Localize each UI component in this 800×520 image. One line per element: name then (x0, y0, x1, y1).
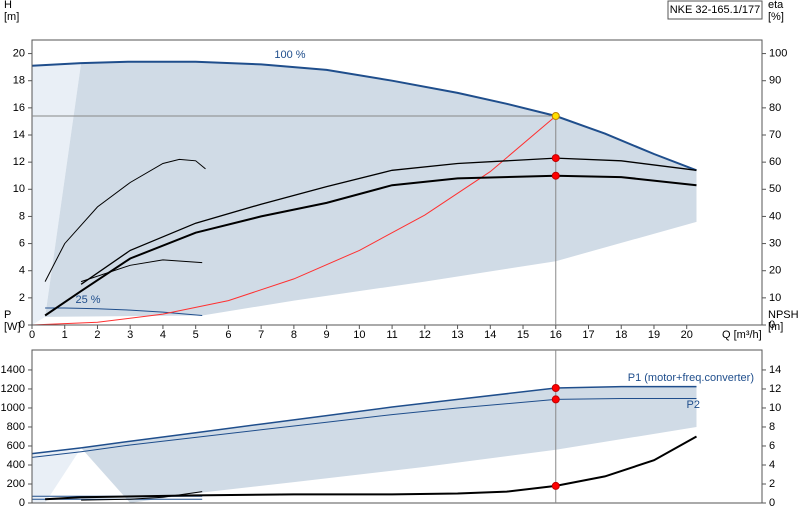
y2-tick-label: 30 (769, 237, 781, 249)
y-tick-label: 12 (13, 156, 25, 168)
x-tick-label: 3 (127, 329, 133, 341)
curve (44, 158, 206, 282)
y2-tick-label: 40 (769, 210, 781, 222)
y2-tick-label: 10 (769, 292, 781, 304)
y2-tick-label: 2 (769, 478, 775, 490)
x-tick-label: 20 (681, 329, 693, 341)
curve (44, 174, 697, 317)
y2-tick-label: 60 (769, 156, 781, 168)
operating-range (81, 386, 697, 503)
curve (80, 157, 697, 285)
y-tick-label: 2 (19, 292, 25, 304)
y2-tick-label: 10 (769, 402, 781, 414)
x-tick-label: 6 (225, 329, 231, 341)
operating-point (551, 112, 560, 120)
y-tick-label: 1400 (1, 364, 25, 376)
curve-label: 25 % (75, 294, 100, 306)
y2-tick-label: 6 (769, 440, 775, 452)
y-tick-label: 0 (19, 497, 25, 509)
operating-range (32, 63, 82, 325)
y2-tick-label: 100 (769, 47, 787, 59)
x-tick-label: 16 (550, 329, 562, 341)
x-tick-label: 8 (291, 329, 297, 341)
y-tick-label: 6 (19, 237, 25, 249)
x-tick-label: 15 (517, 329, 529, 341)
operating-point (551, 395, 560, 404)
y-tick-label: 20 (13, 47, 25, 59)
curve-label: 100 % (274, 49, 305, 61)
operating-range (45, 61, 697, 317)
y-axis-label: [m] (4, 11, 19, 23)
y-tick-label: 16 (13, 102, 25, 114)
operating-point (551, 154, 560, 163)
y2-tick-label: 0 (769, 319, 775, 331)
y-axis-label: [W] (4, 321, 21, 333)
y2-tick-label: 50 (769, 183, 781, 195)
operating-point (551, 481, 560, 490)
curve (31, 385, 697, 455)
y-axis-label: P (4, 309, 11, 321)
y-axis-label: H (4, 0, 12, 11)
x-tick-label: 10 (353, 329, 365, 341)
curve (80, 259, 203, 283)
curve (45, 435, 697, 501)
x-tick-label: 0 (29, 329, 35, 341)
y-tick-label: 800 (7, 421, 25, 433)
x-tick-label: 2 (94, 329, 100, 341)
y-tick-label: 400 (7, 459, 25, 471)
x-tick-label: 5 (193, 329, 199, 341)
x-tick-label: 17 (582, 329, 594, 341)
y-tick-label: 8 (19, 210, 25, 222)
y2-tick-label: 8 (769, 421, 775, 433)
y-tick-label: 14 (13, 129, 25, 141)
y2-tick-label: 12 (769, 383, 781, 395)
y-tick-label: 1200 (1, 383, 25, 395)
y2-tick-label: 20 (769, 265, 781, 277)
y-tick-label: 4 (19, 265, 25, 277)
y-tick-label: 600 (7, 440, 25, 452)
y2-axis-label: eta (768, 0, 784, 11)
x-axis-label: Q [m³/h] (722, 329, 762, 341)
operating-point (551, 171, 560, 180)
x-tick-label: 7 (258, 329, 264, 341)
operating-range (32, 447, 82, 503)
x-tick-label: 13 (451, 329, 463, 341)
curve-label: P1 (motor+freq.converter) (628, 372, 754, 384)
y-tick-label: 1000 (1, 402, 25, 414)
curve-label: P2 (687, 399, 700, 411)
y2-tick-label: 90 (769, 75, 781, 87)
x-tick-label: 11 (386, 329, 397, 341)
x-tick-label: 1 (62, 329, 68, 341)
chart-title: NKE 32-165.1/177 (670, 4, 761, 16)
y2-tick-label: 0 (769, 497, 775, 509)
y-tick-label: 18 (13, 75, 25, 87)
curve (31, 115, 557, 326)
x-tick-label: 14 (484, 329, 496, 341)
x-tick-label: 4 (160, 329, 166, 341)
title-box (667, 0, 763, 20)
y2-axis-label: [%] (768, 11, 784, 23)
y2-tick-label: 70 (769, 129, 781, 141)
curve (31, 398, 697, 458)
x-tick-label: 18 (615, 329, 627, 341)
y-tick-label: 10 (13, 183, 25, 195)
y-tick-label: 0 (19, 319, 25, 331)
y2-tick-label: 14 (769, 364, 781, 376)
operating-point (551, 384, 560, 393)
y2-axis-label: [m] (768, 321, 783, 333)
x-tick-label: 12 (419, 329, 431, 341)
x-tick-label: 9 (324, 329, 330, 341)
plot-frame (31, 39, 763, 326)
y2-tick-label: 80 (769, 102, 781, 114)
y2-tick-label: 4 (769, 459, 775, 471)
curve (31, 60, 697, 172)
x-tick-label: 19 (648, 329, 660, 341)
curve (81, 491, 203, 501)
y2-axis-label: NPSH (768, 309, 799, 321)
y-tick-label: 200 (7, 478, 25, 490)
